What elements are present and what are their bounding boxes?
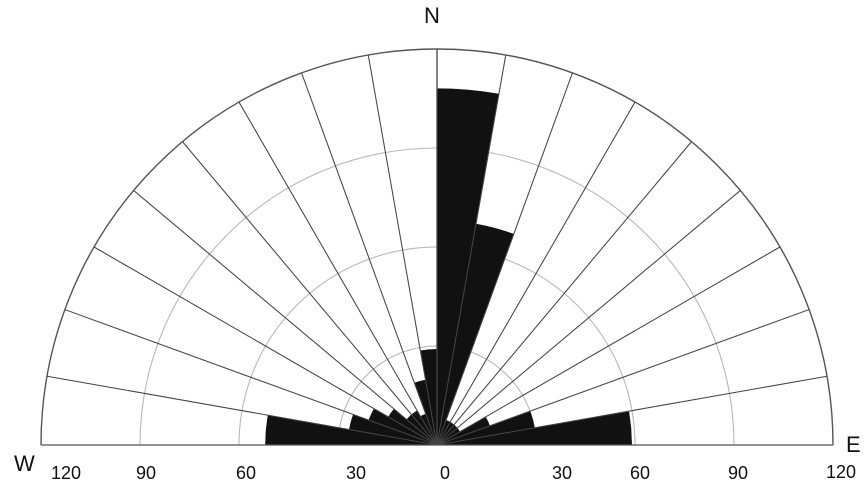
spoke--70: [64, 309, 438, 446]
tick-label-right-90: 90: [728, 463, 748, 483]
spoke-40: [436, 141, 692, 446]
tick-label-left-30: 30: [346, 463, 366, 483]
spoke-10: [436, 54, 507, 446]
spoke-30: [436, 101, 636, 446]
tick-label-right-30: 30: [552, 463, 572, 483]
tick-label-right-120: 120: [826, 462, 856, 482]
spoke--50: [133, 190, 438, 446]
bar-layer: [265, 88, 632, 446]
spoke-60: [436, 246, 781, 446]
spoke-20: [436, 72, 573, 446]
spoke-80: [436, 375, 828, 446]
west-label: W: [14, 451, 35, 476]
spoke-50: [436, 190, 741, 446]
spoke-layer: [41, 49, 833, 446]
tick-label-right-60: 60: [630, 463, 650, 483]
spoke--60: [93, 246, 438, 446]
east-label: E: [846, 432, 861, 457]
tick-label-left-60: 60: [236, 463, 256, 483]
spoke--30: [238, 101, 438, 446]
spoke--20: [301, 72, 438, 446]
tick-label-left-90: 90: [136, 463, 156, 483]
north-label: N: [424, 3, 440, 28]
spoke--40: [182, 141, 438, 446]
spoke--80: [46, 375, 438, 446]
spoke--10: [367, 54, 438, 446]
spoke-70: [436, 309, 810, 446]
tick-label-right-0: 0: [440, 463, 450, 483]
tick-label-left-120: 120: [51, 463, 81, 483]
